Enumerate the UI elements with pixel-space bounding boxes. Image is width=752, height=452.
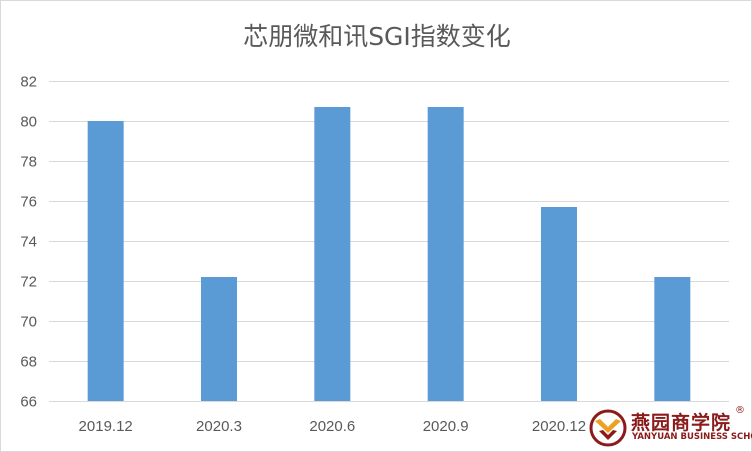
y-tick-label: 76 [20, 194, 37, 211]
x-tick-label: 2020.12 [532, 418, 586, 435]
yanyuan-logo-icon [589, 409, 627, 447]
y-axis-ticks: 66 68 70 72 74 76 78 80 82 [20, 74, 37, 411]
school-watermark: 燕园商学院 ® YANYUAN BUSINESS SCHOOL [589, 405, 752, 449]
bar-2019.12 [87, 121, 124, 401]
gridlines [49, 81, 729, 402]
bar-2020.12 [541, 207, 577, 401]
watermark-name: 燕园商学院 [631, 412, 732, 434]
x-tick-label: 2020.3 [196, 418, 242, 435]
y-tick-label: 72 [20, 274, 37, 291]
y-tick-label: 70 [20, 314, 37, 331]
bar-2020.9 [427, 107, 464, 401]
bar-2020.6 [314, 107, 351, 401]
y-tick-label: 68 [20, 354, 37, 371]
y-tick-label: 78 [20, 154, 37, 171]
y-tick-label: 66 [20, 394, 37, 411]
watermark-subtitle: YANYUAN BUSINESS SCHOOL [632, 432, 752, 442]
x-tick-label: 2020.9 [423, 418, 469, 435]
x-tick-label: 2020.6 [309, 418, 355, 435]
bar-2020.3 [201, 277, 237, 401]
registered-mark: ® [735, 405, 745, 416]
y-tick-label: 74 [20, 234, 37, 251]
y-tick-label: 80 [20, 114, 37, 131]
y-tick-label: 82 [20, 74, 37, 91]
chart-title: 芯朋微和讯SGI指数变化 [243, 22, 511, 51]
x-tick-label: 2019.12 [79, 418, 133, 435]
bar-2021.3 [654, 277, 691, 401]
bars [87, 107, 691, 401]
